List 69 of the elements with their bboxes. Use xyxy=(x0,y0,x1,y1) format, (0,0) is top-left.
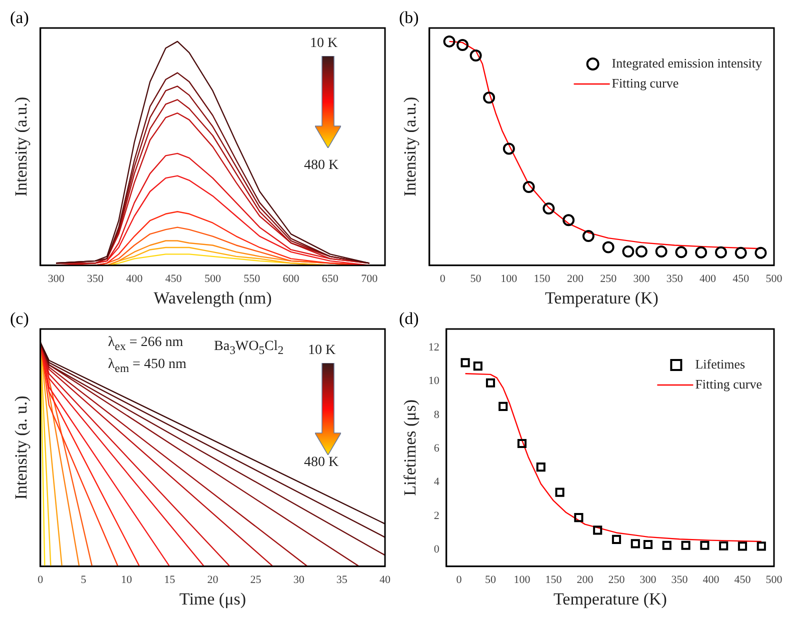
x-tick-label: 25 xyxy=(250,574,262,586)
x-axis-title: Wavelength (nm) xyxy=(154,288,272,308)
x-tick-label: 40 xyxy=(380,574,391,586)
x-tick-label: 600 xyxy=(282,272,300,285)
x-tick-label: 550 xyxy=(244,272,261,285)
x-tick-label: 400 xyxy=(702,574,720,586)
legend-label: Fitting curve xyxy=(612,75,679,90)
x-tick-label: 350 xyxy=(666,272,684,285)
legend-label: Integrated emission intensity xyxy=(612,55,762,70)
annotation: 480 K xyxy=(304,158,339,174)
x-tick-label: 300 xyxy=(633,272,650,285)
x-tick-label: 5 xyxy=(80,574,87,586)
chart-title: (a) xyxy=(10,8,29,28)
x-tick-label: 0 xyxy=(38,574,44,586)
x-tick-label: 250 xyxy=(608,574,626,586)
x-tick-label: 100 xyxy=(500,272,518,285)
x-tick-label: 450 xyxy=(732,272,750,285)
x-tick-label: 35 xyxy=(336,574,348,586)
x-axis-title: Temperature (K) xyxy=(544,288,658,308)
x-tick-label: 450 xyxy=(165,272,182,285)
x-tick-label: 50 xyxy=(470,272,482,285)
x-tick-label: 15 xyxy=(164,574,176,586)
x-tick-label: 200 xyxy=(566,272,584,285)
x-tick-label: 10 xyxy=(121,574,133,586)
x-tick-label: 350 xyxy=(86,272,104,285)
y-axis-title: Lifetimes (μs) xyxy=(400,399,420,496)
y-tick-label: 10 xyxy=(428,375,440,388)
x-tick-label: 500 xyxy=(766,272,783,285)
x-tick-label: 300 xyxy=(48,272,65,285)
y-tick-label: 12 xyxy=(428,341,440,354)
x-tick-label: 250 xyxy=(600,272,618,285)
x-tick-label: 20 xyxy=(207,574,219,586)
y-tick-label: 6 xyxy=(434,442,440,454)
y-tick-label: 4 xyxy=(434,476,440,488)
chart-title: (b) xyxy=(399,8,419,28)
x-tick-label: 0 xyxy=(456,574,462,586)
x-axis-title: Time (μs) xyxy=(179,589,246,608)
x-tick-label: 100 xyxy=(514,574,531,586)
x-tick-label: 350 xyxy=(671,574,688,586)
chart-title: (c) xyxy=(10,309,29,329)
annotation: 480 K xyxy=(304,455,339,471)
x-tick-label: 300 xyxy=(640,574,657,586)
x-tick-label: 150 xyxy=(534,272,551,285)
x-tick-label: 50 xyxy=(485,574,496,586)
y-tick-label: 0 xyxy=(434,543,440,556)
y-axis-title: Intensity (a.u.) xyxy=(12,96,31,197)
y-tick-label: 8 xyxy=(434,408,440,421)
x-tick-label: 150 xyxy=(545,574,562,586)
annotation: λ$_{ex}$ = 266 nm xyxy=(108,335,184,353)
chart-title: (d) xyxy=(399,309,419,329)
legend-label: Lifetimes xyxy=(695,356,746,372)
x-tick-label: 400 xyxy=(126,272,144,285)
x-tick-label: 200 xyxy=(576,574,594,586)
annotation: λ$_{em}$ = 450 nm xyxy=(108,357,186,375)
x-tick-label: 650 xyxy=(322,272,339,285)
annotation: 10 K xyxy=(310,36,338,52)
x-tick-label: 700 xyxy=(361,272,378,285)
x-tick-label: 500 xyxy=(766,574,783,586)
x-tick-label: 30 xyxy=(293,574,305,586)
legend-label: Fitting curve xyxy=(695,376,762,392)
y-axis-title: Intensity (a. u.) xyxy=(12,396,31,500)
x-axis-title: Temperature (K) xyxy=(553,589,667,608)
x-tick-label: 500 xyxy=(204,272,222,285)
annotation: Ba$_{3}$WO$_{5}$Cl$_{2}$ xyxy=(214,339,284,357)
x-tick-label: 400 xyxy=(699,272,716,285)
x-tick-label: 450 xyxy=(734,574,752,586)
y-axis-title: Intensity (a.u.) xyxy=(400,96,420,197)
annotation: 10 K xyxy=(308,343,336,359)
y-tick-label: 2 xyxy=(434,510,440,522)
